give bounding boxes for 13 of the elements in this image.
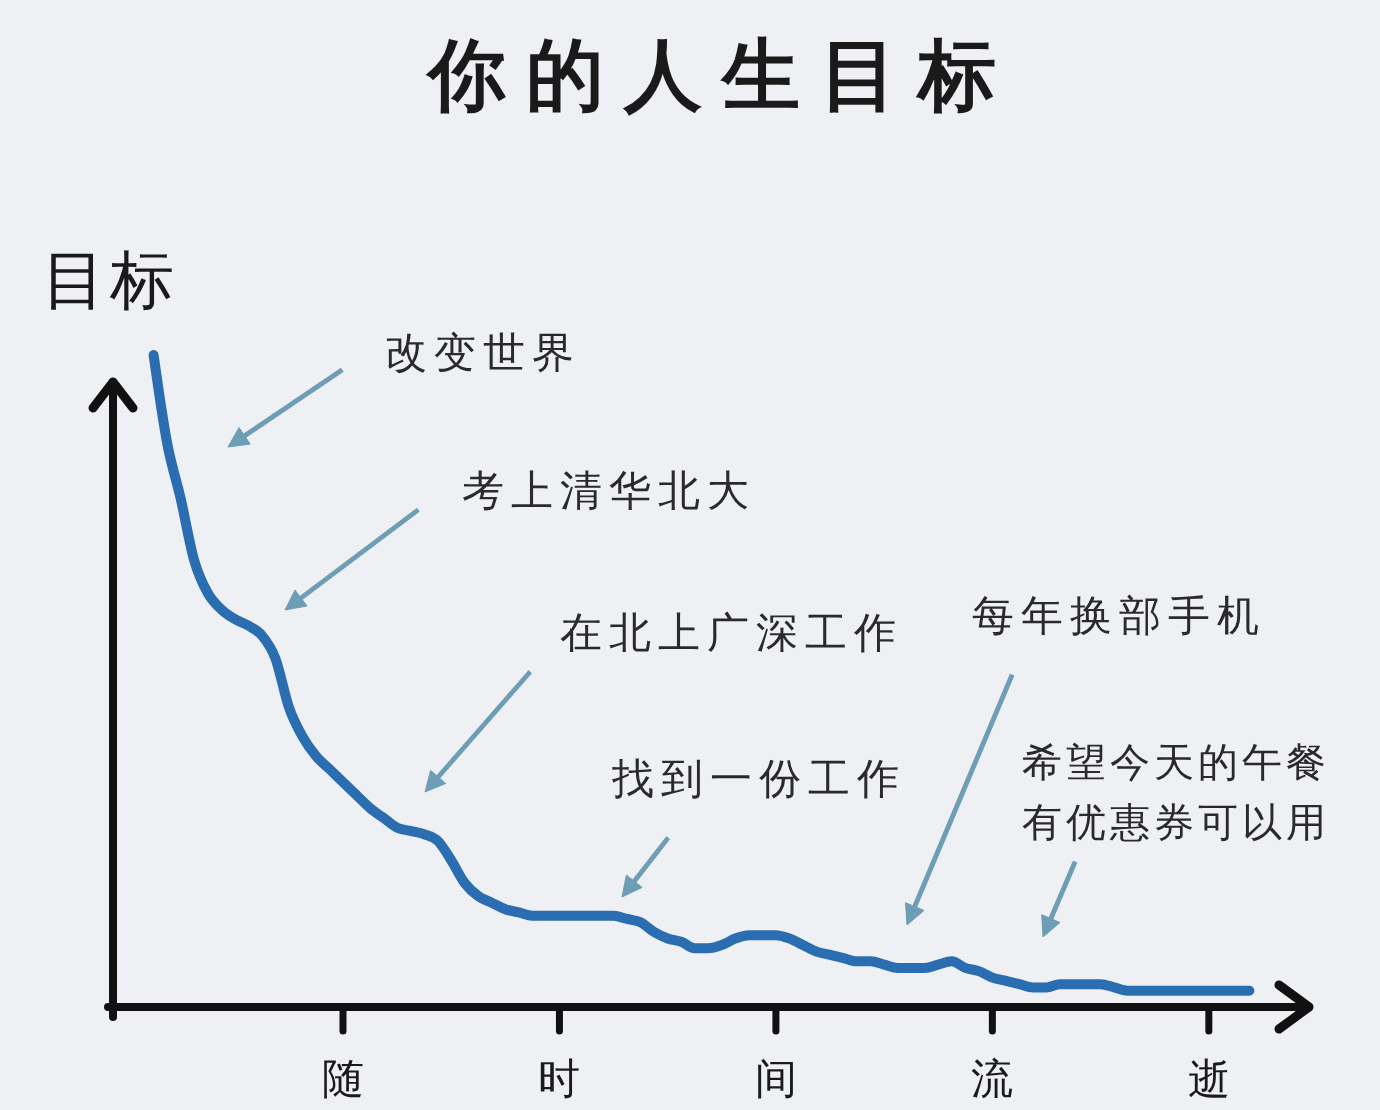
chart-title: 你的人生目标 — [425, 30, 1016, 120]
x-tick-label: 流 — [971, 1053, 1014, 1103]
x-tick-label: 逝 — [1187, 1053, 1230, 1103]
x-tick-label: 时 — [538, 1053, 581, 1103]
annotation: 考上清华北大 — [462, 465, 756, 515]
y-axis-title: 目标 — [42, 243, 178, 317]
x-tick-label: 随 — [321, 1053, 364, 1103]
annotation: 每年换部手机 — [972, 590, 1266, 640]
x-tick-label: 间 — [754, 1053, 797, 1103]
annotation: 在北上广深工作 — [560, 607, 903, 657]
annotation: 改变世界 — [385, 327, 581, 377]
annotation: 希望今天的午餐有优惠券可以用 — [1022, 739, 1330, 845]
annotation: 找到一份工作 — [611, 753, 906, 803]
